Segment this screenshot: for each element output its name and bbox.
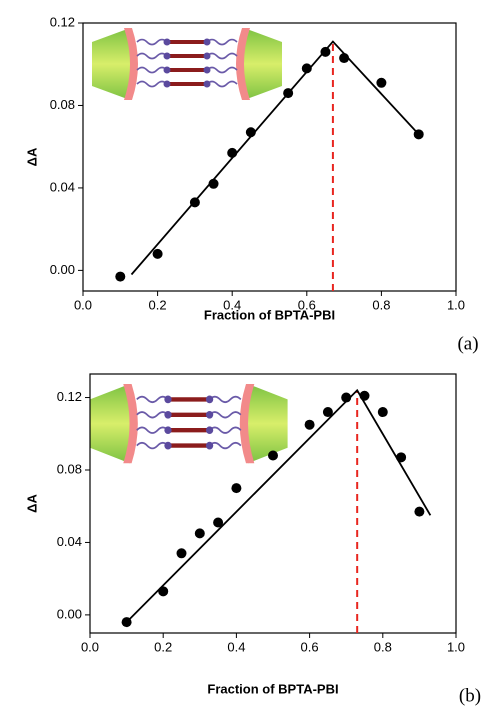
y-tick-label: 0.08 xyxy=(57,461,82,476)
data-point xyxy=(414,506,425,517)
x-axis-title: Fraction of BPTA-PBI xyxy=(204,307,335,322)
data-point xyxy=(413,129,424,140)
data-point xyxy=(152,248,163,259)
x-tick-label: 1.0 xyxy=(447,639,465,654)
x-tick-label: 0.4 xyxy=(223,297,241,312)
x-tick-label: 0.6 xyxy=(298,297,316,312)
data-point xyxy=(377,407,388,418)
x-axis-title: Fraction of BPTA-PBI xyxy=(207,681,338,696)
x-tick-label: 0.2 xyxy=(154,639,172,654)
data-point xyxy=(320,46,331,57)
y-tick-label: 0.12 xyxy=(50,14,75,29)
data-point xyxy=(304,419,315,430)
data-point xyxy=(115,271,126,282)
plot-frame xyxy=(82,22,457,292)
y-tick-label: 0.00 xyxy=(57,606,82,621)
data-point xyxy=(194,528,205,539)
y-tick-label: 0.04 xyxy=(50,179,75,194)
y-axis-title: ΔA xyxy=(24,494,39,513)
panel-label: (b) xyxy=(459,685,481,706)
data-point xyxy=(231,483,242,494)
y-tick-label: 0.04 xyxy=(57,534,82,549)
y-tick-label: 0.00 xyxy=(50,262,75,277)
data-point xyxy=(227,147,238,158)
inset-cartoon xyxy=(90,26,284,102)
data-point xyxy=(301,63,312,74)
data-point xyxy=(322,407,333,418)
data-point xyxy=(189,197,200,208)
x-tick-label: 0.0 xyxy=(74,297,92,312)
data-point xyxy=(359,390,370,401)
y-tick-label: 0.08 xyxy=(50,97,75,112)
x-tick-label: 0.4 xyxy=(227,639,245,654)
data-point xyxy=(121,617,132,628)
data-point xyxy=(283,88,294,99)
data-point xyxy=(176,548,187,559)
data-point xyxy=(213,517,224,528)
inset-cartoon xyxy=(90,384,288,463)
data-point xyxy=(376,77,387,88)
data-point xyxy=(339,53,350,64)
x-tick-label: 0.8 xyxy=(372,297,390,312)
x-tick-label: 0.0 xyxy=(81,639,99,654)
y-axis-title: ΔA xyxy=(24,147,39,166)
fit-line xyxy=(125,388,432,623)
data-point xyxy=(268,450,278,461)
x-tick-label: 0.2 xyxy=(149,297,167,312)
x-tick-label: 1.0 xyxy=(447,297,465,312)
data-point xyxy=(396,452,407,463)
y-tick-label: 0.12 xyxy=(57,389,82,404)
data-point xyxy=(341,392,352,403)
data-point xyxy=(245,127,256,138)
data-point xyxy=(208,178,219,189)
panel-label: (a) xyxy=(457,333,478,354)
fit-line xyxy=(130,40,420,276)
data-point xyxy=(158,586,169,597)
x-tick-label: 0.8 xyxy=(374,639,392,654)
x-tick-label: 0.6 xyxy=(301,639,319,654)
plot-frame xyxy=(89,373,457,634)
